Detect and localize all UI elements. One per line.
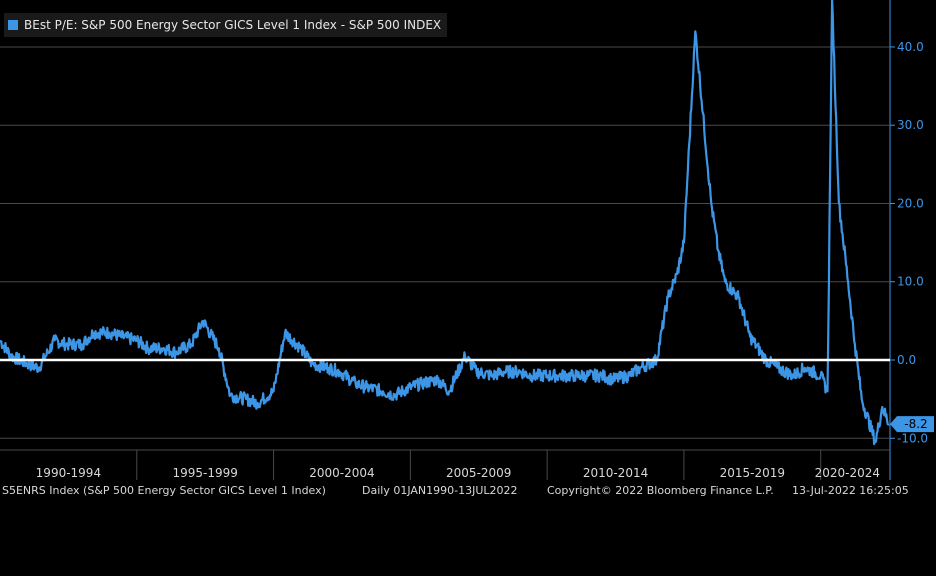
y-tick-label: 30.0	[897, 118, 924, 132]
x-tick-label: 1990-1994	[36, 466, 101, 480]
x-tick-label: 2020-2024	[815, 466, 880, 480]
chart-footer: S5ENRS Index (S&P 500 Energy Sector GICS…	[0, 481, 936, 500]
last-value-label: -8.2	[904, 417, 927, 431]
x-tick-label: 1995-1999	[172, 466, 237, 480]
x-tick-label: 2015-2019	[720, 466, 785, 480]
footer-range: Daily 01JAN1990-13JUL2022	[362, 484, 518, 497]
legend: BEst P/E: S&P 500 Energy Sector GICS Lev…	[4, 13, 448, 37]
series-line	[0, 0, 890, 446]
x-tick-label: 2010-2014	[583, 466, 648, 480]
y-tick-label: 0.0	[897, 353, 916, 367]
y-tick-label: 20.0	[897, 196, 924, 210]
y-tick-label: -10.0	[897, 431, 928, 445]
legend-label: BEst P/E: S&P 500 Energy Sector GICS Lev…	[24, 18, 442, 32]
last-value-marker	[890, 416, 934, 433]
x-tick-label: 2005-2009	[446, 466, 511, 480]
y-tick-label: 10.0	[897, 275, 924, 289]
pe-ratio-chart: 40.0 30.0 20.0 10.0 0.0 -10.0 1990-1994 1995-19…	[0, 0, 934, 480]
footer-ticker: S5ENRS Index (S&P 500 Energy Sector GICS…	[2, 484, 326, 497]
legend-swatch	[8, 20, 18, 30]
x-tick-label: 2000-2004	[309, 466, 374, 480]
footer-copyright: Copyright© 2022 Bloomberg Finance L.P.	[547, 484, 774, 497]
y-tick-label: 40.0	[897, 40, 924, 54]
footer-timestamp: 13-Jul-2022 16:25:05	[792, 484, 909, 497]
